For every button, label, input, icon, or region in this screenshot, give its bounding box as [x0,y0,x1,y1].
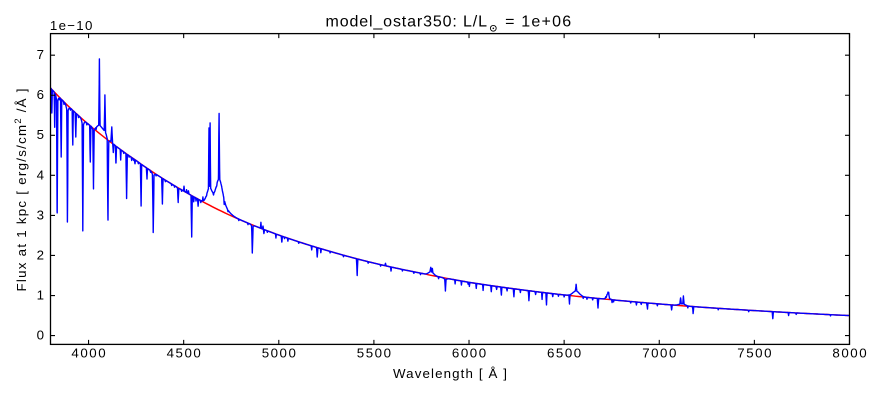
svg-text:7: 7 [37,47,44,62]
svg-text:model_ostar350: L/L: model_ostar350: L/L [326,14,488,31]
svg-text:4000: 4000 [71,346,105,361]
svg-text:5500: 5500 [357,346,391,361]
svg-text:Flux at 1 kpc [ erg/s/cm2 /Å ]: Flux at 1 kpc [ erg/s/cm2 /Å ] [13,89,29,292]
svg-text:1e−10: 1e−10 [50,18,93,33]
svg-text:5: 5 [37,127,44,142]
svg-text:8000: 8000 [832,346,866,361]
svg-text:5000: 5000 [262,346,296,361]
svg-text:4: 4 [37,167,44,182]
svg-text:4500: 4500 [167,346,201,361]
svg-text:6500: 6500 [547,346,581,361]
svg-text:1: 1 [37,287,44,302]
svg-text:6: 6 [37,87,44,102]
svg-text:6000: 6000 [452,346,486,361]
svg-text:3: 3 [37,207,44,222]
svg-text:7500: 7500 [737,346,771,361]
svg-text:7000: 7000 [642,346,676,361]
svg-text:= 1e+06: = 1e+06 [505,14,571,31]
svg-text:Wavelength [ Å ]: Wavelength [ Å ] [393,366,507,381]
svg-text:0: 0 [37,328,44,343]
svg-text:2: 2 [37,247,44,262]
